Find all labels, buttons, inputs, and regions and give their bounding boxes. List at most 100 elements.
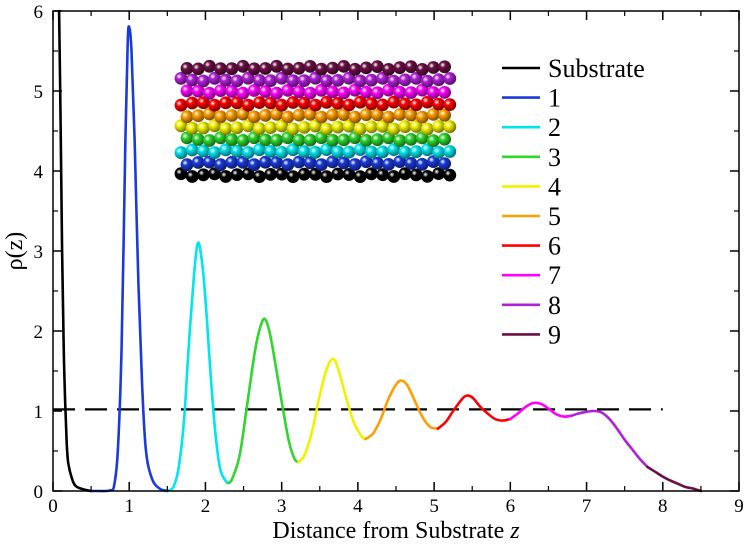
sphere bbox=[331, 145, 345, 159]
sphere bbox=[342, 168, 356, 181]
sphere bbox=[309, 98, 322, 112]
sphere bbox=[219, 170, 233, 183]
sphere bbox=[225, 84, 239, 98]
sphere bbox=[393, 155, 407, 169]
legend-label-4: 4 bbox=[548, 172, 561, 201]
sphere bbox=[275, 146, 289, 159]
sphere bbox=[292, 133, 306, 147]
sphere bbox=[387, 95, 401, 109]
series-line-4 bbox=[297, 357, 367, 464]
sphere bbox=[253, 122, 266, 135]
sphere bbox=[214, 110, 228, 124]
x-tick-label: 5 bbox=[429, 496, 439, 517]
sphere bbox=[270, 156, 283, 169]
sphere bbox=[219, 73, 233, 87]
legend-label-3: 3 bbox=[548, 143, 561, 172]
sphere bbox=[259, 155, 272, 169]
sphere bbox=[398, 97, 412, 111]
sphere bbox=[337, 108, 351, 121]
sphere bbox=[382, 158, 395, 171]
series-layer bbox=[53, 9, 703, 493]
sphere bbox=[382, 110, 395, 124]
sphere bbox=[281, 158, 295, 172]
sphere bbox=[275, 167, 289, 181]
sphere bbox=[253, 96, 266, 109]
sphere bbox=[191, 133, 205, 146]
sphere bbox=[303, 133, 317, 147]
sphere bbox=[393, 134, 407, 148]
sphere bbox=[342, 98, 356, 112]
sphere bbox=[185, 143, 199, 157]
series-line-2 bbox=[166, 241, 230, 493]
sphere bbox=[404, 108, 418, 122]
legend-label-2: 2 bbox=[548, 113, 561, 142]
sphere bbox=[398, 120, 412, 134]
legend-label-1: 1 bbox=[548, 84, 561, 113]
sphere bbox=[275, 71, 289, 85]
sphere bbox=[208, 167, 222, 181]
sphere bbox=[297, 96, 311, 110]
inset-layer-9 bbox=[180, 59, 451, 76]
sphere bbox=[359, 155, 373, 169]
legend-label-7: 7 bbox=[548, 261, 561, 290]
sphere bbox=[342, 119, 356, 133]
sphere bbox=[382, 63, 395, 76]
sphere bbox=[409, 145, 423, 159]
legend-label-5: 5 bbox=[548, 202, 561, 231]
sphere bbox=[443, 145, 457, 158]
sphere bbox=[353, 122, 367, 136]
sphere bbox=[292, 155, 306, 169]
sphere bbox=[331, 167, 345, 181]
x-tick-label: 8 bbox=[658, 496, 668, 517]
sphere bbox=[297, 74, 311, 87]
sphere bbox=[320, 74, 333, 88]
sphere bbox=[203, 134, 216, 147]
sphere bbox=[197, 168, 210, 182]
sphere bbox=[281, 110, 295, 124]
y-axis-label: ρ(z) bbox=[2, 232, 28, 271]
inset-layer-7 bbox=[180, 83, 451, 100]
sphere bbox=[270, 86, 283, 100]
sphere bbox=[387, 143, 401, 157]
sphere bbox=[398, 73, 412, 87]
sphere bbox=[303, 156, 317, 170]
y-tick-label: 0 bbox=[34, 482, 44, 503]
sphere bbox=[353, 95, 367, 109]
sphere bbox=[320, 122, 333, 136]
sphere bbox=[264, 74, 277, 88]
sphere bbox=[427, 86, 440, 99]
sphere bbox=[214, 62, 228, 75]
sphere bbox=[438, 108, 451, 122]
sphere bbox=[180, 158, 194, 172]
sphere bbox=[371, 156, 384, 170]
sphere bbox=[353, 74, 367, 88]
sphere bbox=[292, 61, 306, 75]
sphere bbox=[174, 119, 188, 133]
sphere bbox=[427, 108, 440, 121]
legend-label-9: 9 bbox=[548, 320, 561, 349]
sphere bbox=[303, 60, 317, 73]
sphere bbox=[191, 84, 205, 98]
sphere bbox=[415, 63, 429, 76]
y-tick-label: 5 bbox=[34, 82, 44, 103]
sphere bbox=[309, 71, 322, 85]
sphere bbox=[264, 168, 277, 181]
sphere bbox=[409, 120, 423, 133]
sphere bbox=[331, 97, 345, 110]
inset-layer-2 bbox=[174, 143, 457, 160]
sphere bbox=[264, 96, 277, 110]
sphere bbox=[320, 143, 333, 157]
sphere bbox=[348, 158, 362, 171]
series-line-3 bbox=[227, 317, 300, 485]
inset-layer-6 bbox=[174, 95, 457, 112]
sphere bbox=[230, 144, 244, 158]
sphere bbox=[241, 71, 255, 85]
sphere bbox=[359, 134, 373, 147]
sphere bbox=[286, 74, 300, 87]
sphere bbox=[230, 121, 244, 135]
sphere bbox=[286, 122, 300, 136]
sphere bbox=[404, 86, 418, 99]
